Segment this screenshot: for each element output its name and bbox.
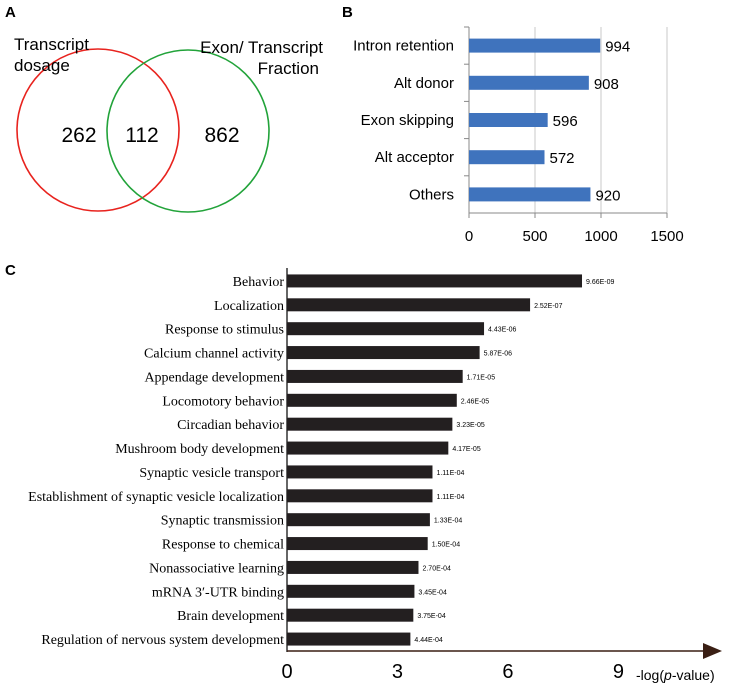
panel-c-category-label: Localization [214,299,284,314]
panel-b-bar [469,113,548,127]
panel-b-letter: B [342,4,353,21]
panel-b-category-label: Alt acceptor [375,149,454,166]
panel-c-pvalue-label: 4.43E-06 [488,327,517,334]
panel-c-tick-label: 3 [392,661,403,683]
panel-b-value-label: 596 [553,113,578,130]
panel-c-bar [287,513,430,527]
panel-c-category-label: Mushroom body development [115,442,284,457]
panel-b-category-label: Intron retention [353,38,454,55]
venn-circle-exon-transcript-fraction [106,49,270,213]
panel-c-pvalue-label: 3.75E-04 [417,613,446,620]
venn-overlap-count: 112 [125,124,158,147]
panel-c-pvalue-label: 4.44E-04 [414,637,443,644]
panel-c-pvalue-label: 2.46E-05 [461,398,490,405]
venn-right-only-count: 862 [204,124,239,147]
panel-c-category-label: mRNA 3′-UTR binding [152,585,284,600]
panel-c-pvalue-label: 1.33E-04 [434,518,463,525]
panel-c-category-label: Regulation of nervous system development [41,633,284,648]
panel-c-category-label: Response to stimulus [165,323,284,338]
panel-c-bar [287,560,419,574]
panel-c-bar [287,465,433,479]
panel-b-chart: 0 500 1000 1500 Intron retention 994 Alt donor… [353,26,684,245]
panel-c-tick-label: 0 [281,661,292,683]
venn-left-label-line1: Transcript [14,35,89,54]
panel-b-bar [469,150,545,165]
panel-c-bar [287,322,485,336]
panel-c-chart: 0 3 6 9 -log(p-value) Behavior 9.66E-09 Localiz… [28,268,722,683]
panel-c-tick-label: 6 [502,661,513,683]
panel-c-category-label: Brain development [177,609,284,624]
panel-b-bar [469,38,601,53]
panel-c-bar [287,489,433,503]
panel-c-bar [287,632,411,646]
panel-c-letter: C [5,262,16,279]
panel-c-category-label: Synaptic transmission [161,514,284,529]
panel-b-tick-label: 500 [522,228,547,245]
panel-c-category-label: Calcium channel activity [144,347,284,362]
panel-c-bar [287,393,457,407]
panel-c-pvalue-label: 2.70E-04 [422,565,451,572]
panel-c-pvalue-label: 4.17E-05 [452,446,481,453]
panel-a-letter: A [5,4,16,21]
panel-c-x-axis-label: -log(p-value) [636,667,715,683]
venn-left-only-count: 262 [61,124,96,147]
panel-c-bar [287,417,453,431]
panel-b-value-label: 908 [594,76,619,93]
panel-c-bar [287,346,480,360]
panel-c-category-label: Circadian behavior [177,418,284,433]
venn-diagram: Transcript dosage Exon/ Transcript Fract… [14,35,323,213]
panel-b-category-label: Others [409,186,454,203]
panel-c-category-label: Behavior [233,275,285,290]
panel-b-tick-label: 0 [465,228,473,245]
panel-c-x-label-prefix: -log( [636,667,664,683]
venn-circle-transcript-dosage [16,48,180,212]
panel-c-bar [287,537,428,551]
panel-c-pvalue-label: 1.50E-04 [432,542,461,549]
panel-b-bar [469,187,591,202]
panel-b-value-label: 920 [595,187,620,204]
panel-c-bar [287,584,415,598]
panel-b-value-label: 572 [550,150,575,167]
panel-c-category-label: Nonassociative learning [149,561,284,576]
panel-c-pvalue-label: 5.87E-06 [484,351,513,358]
panel-b-tick-label: 1000 [584,228,617,245]
panel-c-bar [287,274,583,288]
panel-b-category-label: Exon skipping [361,112,454,129]
venn-left-label-line2: dosage [14,56,70,75]
panel-c-pvalue-label: 1.71E-05 [467,374,496,381]
panel-c-axis-arrow-icon [703,643,722,659]
panel-c-pvalue-label: 1.11E-04 [436,494,464,501]
panel-c-category-label: Response to chemical [162,538,284,553]
panel-c-bar [287,608,414,622]
panel-c-pvalue-label: 3.45E-04 [418,589,447,596]
panel-c-pvalue-label: 3.23E-05 [456,422,485,429]
panel-c-category-label: Synaptic vesicle transport [139,466,284,481]
panel-c-category-label: Locomotory behavior [162,394,284,409]
panel-b-tick-label: 1500 [650,228,683,245]
panel-c-bar [287,369,463,383]
panel-c-bar [287,441,449,455]
panel-c-pvalue-label: 9.66E-09 [586,279,615,286]
panel-b-category-label: Alt donor [394,75,454,92]
panel-c-x-label-italic: p [663,667,672,683]
venn-right-label-line1: Exon/ Transcript [200,38,323,57]
panel-b-bar [469,75,589,90]
panel-c-bar [287,298,531,312]
panel-c-pvalue-label: 2.52E-07 [534,303,563,310]
panel-c-tick-label: 9 [613,661,624,683]
panel-c-x-label-suffix: -value) [672,667,715,683]
panel-c-category-label: Establishment of synaptic vesicle locali… [28,490,284,505]
venn-right-label-line2: Fraction [258,59,319,78]
panel-c-category-label: Appendage development [144,370,284,385]
panel-c-pvalue-label: 1.11E-04 [436,470,464,477]
panel-b-value-label: 994 [605,39,630,56]
